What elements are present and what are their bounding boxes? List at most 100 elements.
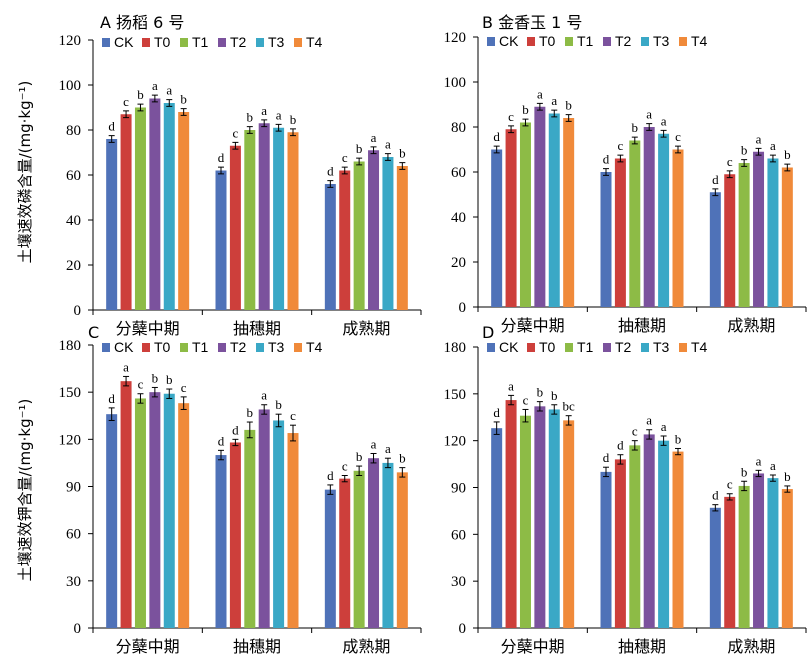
legend-label-b: T1 [577,33,594,49]
legend-swatch-c-t2 [218,343,226,352]
bar-c-t4 [178,403,190,628]
y-tick-label-d: 30 [451,574,466,590]
bar-d-ck [709,507,721,628]
significance-label-a: c [233,125,239,140]
significance-label-b: c [675,129,681,144]
bar-d-t2 [643,434,655,628]
y-tick-label-c: 180 [59,338,82,354]
bar-b-t0 [505,129,517,307]
category-label-a: 成熟期 [342,319,390,338]
bar-c-ck [215,455,227,628]
panel-title-d: D [482,323,494,342]
legend-swatch-d-t2 [603,343,611,352]
significance-label-d: a [770,458,776,473]
significance-label-c: a [385,441,391,456]
legend-label-b: CK [499,33,519,49]
bar-c-t2 [368,458,380,628]
legend-swatch-b-t2 [603,37,611,46]
significance-label-a: a [276,107,282,122]
legend-swatch-b-t3 [641,37,649,46]
bar-b-ck [491,149,503,307]
bar-b-t2 [534,106,546,307]
bar-b-t4 [672,149,684,307]
legend-label-d: CK [499,339,519,355]
legend-swatch-d-ck [487,343,495,352]
significance-label-c: b [356,449,363,464]
legend-swatch-a-t3 [256,38,264,47]
legend-label-d: T2 [615,339,632,355]
bar-d-t2 [753,473,765,628]
bar-c-t0 [120,381,132,628]
legend-label-b: T2 [615,33,632,49]
bar-d-t1 [519,415,531,628]
y-tick-label-b: 0 [459,300,467,316]
bar-c-t4 [396,472,408,628]
bar-c-t3 [273,420,285,628]
bar-a-t2 [149,98,161,310]
significance-label-c: b [247,405,254,420]
significance-label-c: a [371,436,377,451]
bar-d-t1 [629,445,641,628]
bar-a-t4 [396,166,408,310]
legend-label-a: T4 [306,34,323,50]
bar-a-t1 [134,107,146,310]
bar-b-t0 [724,174,736,307]
y-tick-label-a: 40 [66,213,81,229]
legend-swatch-c-t3 [256,343,264,352]
bar-d-t3 [767,478,779,628]
panel-title-c: C [88,323,99,342]
y-tick-label-d: 180 [444,340,467,356]
significance-label-d: a [646,413,652,428]
significance-label-a: c [342,150,348,165]
legend-label-c: CK [114,339,134,355]
significance-label-b: a [646,107,652,122]
bar-d-t0 [724,496,736,628]
bar-d-t3 [658,440,670,628]
legend-label-a: CK [114,34,134,50]
bar-d-t2 [534,406,546,628]
y-tick-label-a: 60 [66,168,81,184]
significance-label-a: b [180,92,187,107]
significance-label-c: b [399,451,406,466]
bar-d-t0 [505,400,517,628]
bar-a-t3 [163,103,175,310]
significance-label-d: a [661,419,667,434]
bar-b-t0 [614,158,626,307]
significance-label-a: a [166,83,172,98]
bar-c-ck [324,489,336,628]
significance-label-d: bc [563,399,576,414]
significance-label-c: d [327,468,334,483]
bar-a-t0 [229,145,241,310]
legend-label-a: T2 [230,34,247,50]
legend-label-b: T0 [539,33,556,49]
y-tick-label-b: 80 [451,120,466,136]
y-axis-label-phosphorus: 土壤速效磷含量/(mg·kg⁻¹) [16,81,34,264]
significance-label-d: b [741,464,748,479]
legend-swatch-b-t0 [527,37,535,46]
category-label-b: 抽穗期 [618,316,666,335]
legend-label-c: T2 [230,339,247,355]
y-tick-label-b: 120 [444,30,467,46]
panel-title-a: A 扬稻 6 号 [100,13,184,32]
bar-b-t3 [658,133,670,307]
bar-b-t2 [753,151,765,307]
significance-label-d: b [551,388,558,403]
bar-a-t1 [353,161,365,310]
bar-b-t1 [629,140,641,307]
bar-d-ck [600,471,612,628]
significance-label-a: b [356,141,363,156]
y-tick-label-a: 120 [59,33,82,49]
bar-c-t0 [229,442,241,628]
legend-swatch-d-t1 [565,343,573,352]
bar-b-t1 [519,122,531,307]
legend-swatch-c-t4 [294,343,302,352]
significance-label-b: c [727,154,733,169]
bar-b-t4 [563,118,575,307]
bar-d-t4 [563,420,575,628]
y-tick-label-c: 150 [59,385,82,401]
significance-label-c: c [138,377,144,392]
significance-label-a: d [108,119,115,134]
significance-label-d: d [712,488,719,503]
